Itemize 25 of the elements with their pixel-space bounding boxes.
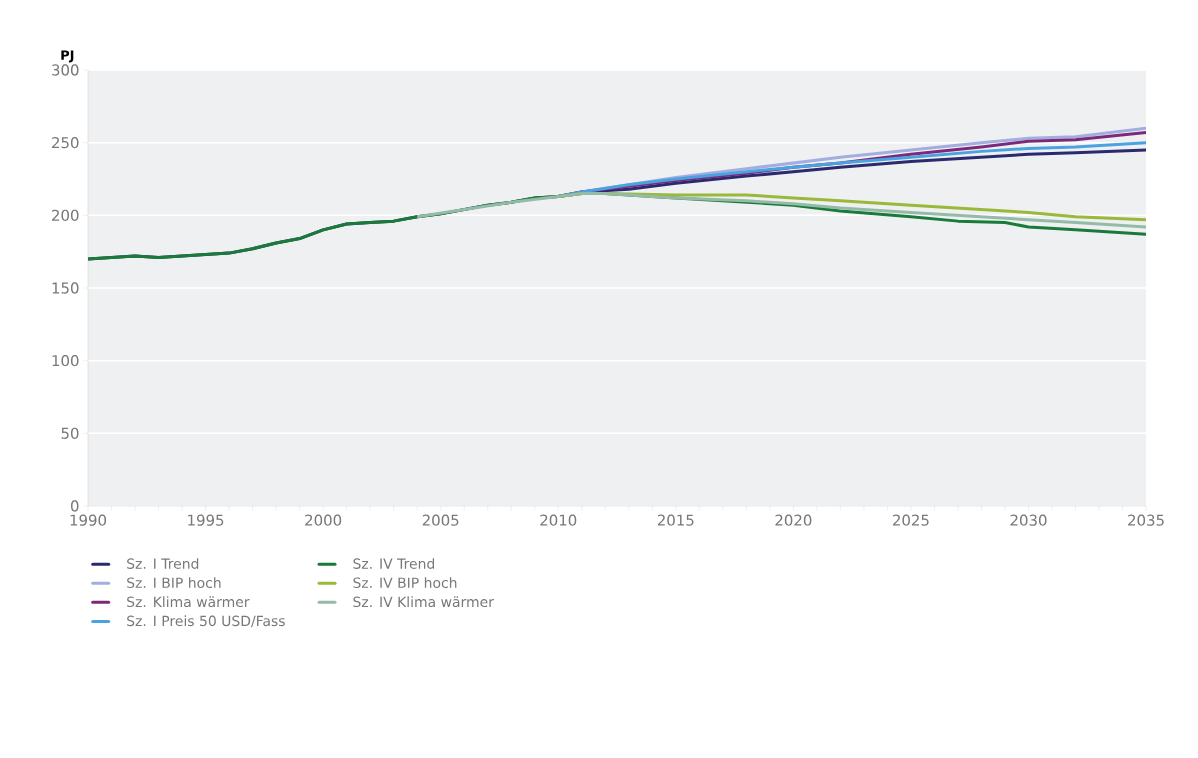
y-tick-label: 50 — [61, 427, 79, 439]
x-tick-label: 2015 — [657, 514, 694, 526]
x-tick-label: 2030 — [1010, 514, 1047, 526]
x-tick-label: 2005 — [422, 514, 459, 526]
x-tick-label: 2000 — [305, 514, 342, 526]
x-tick-label: 2010 — [540, 514, 577, 526]
y-tick-label: 150 — [52, 282, 79, 294]
y-tick-label: 300 — [52, 64, 79, 76]
y-tick-label: 0 — [70, 500, 79, 512]
x-tick-label: 1990 — [70, 514, 107, 526]
legend-label: Sz. I BIP hoch — [127, 577, 221, 589]
legend-label: Sz. IV BIP hoch — [353, 577, 457, 589]
legend-label: Sz. IV Klima wärmer — [353, 596, 494, 608]
x-tick-label: 1995 — [188, 514, 224, 526]
x-tick-label: 2025 — [893, 514, 929, 526]
x-tick-label: 2020 — [775, 514, 812, 526]
y-tick-label: 200 — [52, 209, 79, 221]
y-tick-label: 100 — [52, 355, 79, 367]
legend-label: Sz. IV Trend — [353, 558, 435, 569]
y-axis-title: PJ — [61, 50, 74, 63]
legend-label: Sz. I Trend — [127, 558, 199, 569]
x-tick-label: 2035 — [1128, 514, 1164, 526]
legend-label: Sz. I Preis 50 USD/Fass — [127, 615, 285, 628]
y-tick-label: 250 — [52, 137, 79, 149]
legend-label: Sz. Klima wärmer — [127, 596, 250, 608]
